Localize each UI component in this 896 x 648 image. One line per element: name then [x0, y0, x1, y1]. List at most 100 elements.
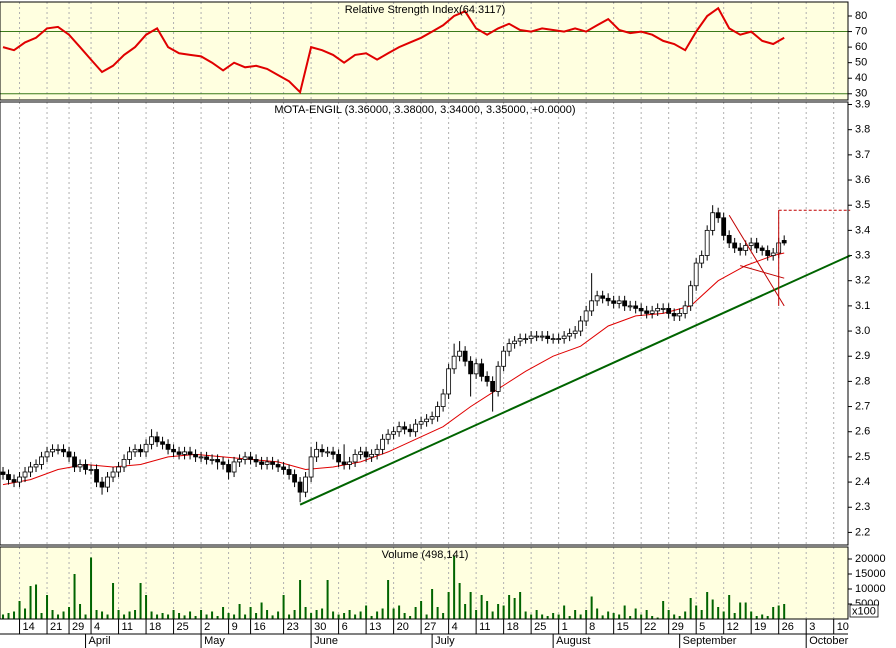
volume-bar: [200, 610, 203, 619]
candle-body: [198, 456, 204, 459]
volume-bar: [205, 614, 208, 619]
candle-body: [187, 451, 193, 455]
candle-body: [77, 464, 83, 468]
volume-bar: [101, 611, 104, 619]
x-tick-label: 15: [617, 621, 629, 633]
candle-body: [314, 448, 319, 458]
candle-body: [385, 433, 391, 440]
volume-bar: [35, 584, 38, 619]
candle-body: [88, 469, 94, 471]
trend-line: [299, 254, 851, 506]
candle-body: [220, 461, 226, 465]
candle-body: [303, 476, 308, 493]
volume-bar: [750, 611, 753, 619]
candle-body: [594, 295, 600, 302]
candle-body: [627, 305, 633, 308]
candle-body: [748, 242, 754, 246]
volume-bar: [755, 616, 758, 619]
volume-bar: [552, 613, 555, 619]
candle-body: [347, 461, 352, 465]
volume-bar: [145, 595, 148, 619]
volume-bar: [469, 592, 472, 619]
volume-bar: [332, 611, 335, 619]
y-tick-label: 70: [855, 25, 867, 37]
volume-bar: [348, 610, 351, 619]
volume-bar: [772, 607, 775, 619]
volume-bar: [453, 556, 456, 619]
y-tick-label: 10000: [855, 583, 886, 595]
y-tick-label: 3.4: [855, 224, 870, 236]
candle-body: [693, 262, 699, 287]
volume-bar: [392, 608, 395, 619]
volume-bar: [728, 595, 731, 619]
candle-body: [688, 285, 694, 307]
volume-bar: [656, 617, 659, 619]
y-tick-label: 2.6: [855, 426, 870, 438]
y-tick-label: 2.2: [855, 526, 870, 538]
volume-bar: [425, 614, 428, 619]
candle-body: [781, 240, 787, 244]
x-tick-label: 1: [562, 621, 568, 633]
volume-bar: [546, 616, 549, 619]
candle-body: [369, 453, 375, 458]
volume-bar: [139, 583, 142, 619]
candle-body: [440, 393, 446, 407]
x-tick-label: 21: [50, 621, 62, 633]
volume-bar: [244, 614, 247, 619]
volume-bar: [288, 614, 291, 619]
x-tick-label: 29: [72, 621, 84, 633]
candle-body: [473, 363, 479, 375]
volume-bar: [513, 598, 516, 619]
volume-bar: [167, 614, 170, 619]
candle-body: [396, 426, 402, 433]
volume-bar: [739, 602, 742, 619]
candle-body: [754, 242, 760, 249]
y-tick-label: 3.7: [855, 149, 870, 161]
volume-bar: [117, 610, 120, 619]
volume-bar: [535, 610, 538, 619]
candle-body: [446, 368, 452, 395]
candle-body: [682, 305, 688, 314]
volume-bar: [233, 614, 236, 619]
volume-bar: [359, 611, 362, 619]
candle-body: [11, 479, 17, 483]
candle-body: [523, 338, 529, 341]
volume-bar: [40, 613, 43, 619]
candle-body: [193, 453, 198, 458]
volume-bar: [62, 611, 65, 619]
volume-bar: [51, 610, 54, 619]
candle-body: [94, 469, 99, 483]
candle-body: [171, 448, 176, 453]
x-tick-label: 26: [782, 621, 794, 633]
volume-bar: [150, 611, 153, 619]
candle-body: [44, 451, 50, 458]
candle-body: [583, 310, 589, 322]
candle-body: [710, 212, 716, 231]
candle-body: [105, 476, 110, 488]
candle-body: [28, 466, 33, 473]
candle-body: [330, 451, 336, 455]
candle-body: [743, 245, 749, 251]
volume-bar: [695, 605, 698, 619]
volume-bar: [381, 608, 384, 619]
candle-body: [121, 459, 127, 468]
volume-bar: [541, 614, 544, 619]
rsi-line: [2, 6, 785, 95]
volume-bar: [497, 604, 500, 619]
volume-bar: [524, 611, 527, 619]
x-tick-label: 30: [314, 621, 326, 633]
candle-body: [567, 333, 573, 337]
candle-body: [253, 459, 259, 463]
candle-body: [0, 471, 6, 475]
volume-bar: [409, 616, 412, 619]
x-tick-label: 6: [342, 621, 348, 633]
candle-body: [110, 471, 116, 478]
volume-bar: [689, 598, 692, 619]
volume-bar: [271, 615, 274, 619]
candle-body: [165, 443, 171, 450]
volume-bar: [563, 605, 566, 619]
volume-bar: [623, 605, 626, 619]
x-tick-label: 20: [397, 621, 409, 633]
volume-bar: [222, 607, 225, 619]
x-tick-label: 8: [589, 621, 595, 633]
